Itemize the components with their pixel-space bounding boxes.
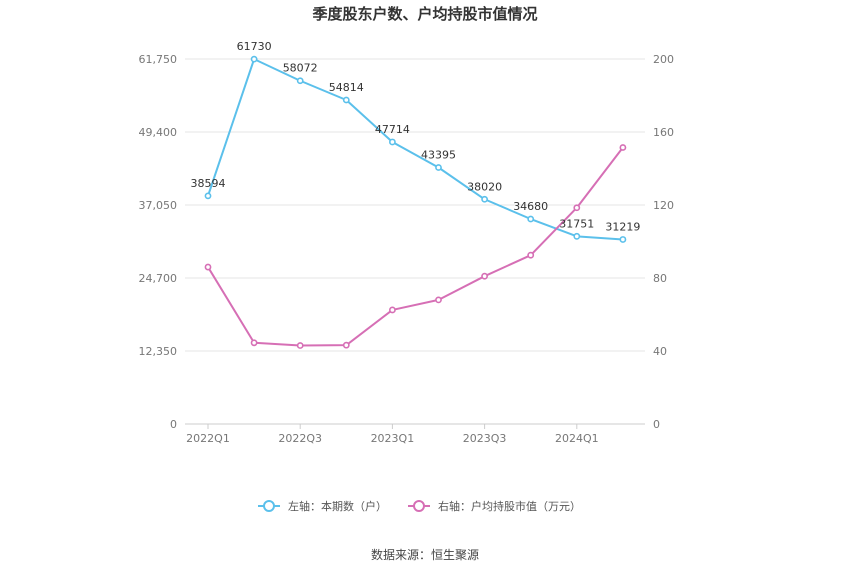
data-label: 54814: [329, 81, 364, 94]
right-tick-label: 80: [653, 272, 667, 285]
data-point[interactable]: [296, 77, 304, 85]
data-point[interactable]: [481, 195, 488, 203]
data-label: 31219: [605, 220, 640, 233]
left-tick-label: 24,700: [139, 272, 178, 285]
x-tick-label: 2022Q1: [186, 432, 230, 445]
right-tick-label: 200: [653, 53, 674, 66]
left-tick-label: 12,350: [139, 345, 178, 358]
data-label: 61730: [237, 40, 272, 53]
data-label: 58072: [283, 62, 318, 75]
data-labels: 38594 61730 58072 54814 47714 43395 38020 34680…: [191, 40, 641, 233]
data-point[interactable]: [619, 236, 627, 243]
legend-item-0[interactable]: 左轴：本期数（户）: [258, 499, 387, 513]
data-point[interactable]: [296, 342, 304, 349]
legend-label: 右轴：户均持股市值（万元）: [438, 499, 581, 513]
series-line-1: [207, 146, 624, 347]
data-point[interactable]: [250, 339, 258, 347]
data-point[interactable]: [388, 306, 396, 314]
data-point[interactable]: [527, 215, 535, 223]
data-point[interactable]: [204, 263, 212, 271]
data-label: 43395: [421, 148, 456, 161]
right-tick-label: 160: [653, 126, 674, 139]
x-tick-label: 2024Q1: [555, 432, 599, 445]
data-point[interactable]: [342, 341, 350, 349]
x-tick-label: 2022Q3: [278, 432, 322, 445]
data-point[interactable]: [342, 96, 350, 104]
legend-marker: [263, 500, 275, 512]
data-point[interactable]: [204, 192, 212, 200]
data-point[interactable]: [573, 232, 581, 240]
right-tick-label: 0: [653, 418, 660, 431]
left-tick-label: 37,050: [139, 199, 178, 212]
left-tick-label: 49,400: [139, 126, 178, 139]
axes: 0 12,350 24,700 37,050 49,400 61,750 0 40 80 120 1…: [139, 53, 675, 445]
x-tick-label: 2023Q3: [463, 432, 507, 445]
legend[interactable]: 左轴：本期数（户） 右轴：户均持股市值（万元）: [258, 499, 581, 513]
chart-title: 季度股东户数、户均持股市值情况: [312, 5, 537, 23]
data-point[interactable]: [481, 272, 488, 280]
data-label: 31751: [559, 217, 594, 230]
data-point[interactable]: [388, 138, 396, 146]
data-point[interactable]: [573, 204, 581, 212]
left-tick-label: 0: [170, 418, 177, 431]
legend-marker: [413, 500, 425, 512]
legend-label: 左轴：本期数（户）: [288, 499, 387, 513]
data-point[interactable]: [435, 164, 442, 171]
source-note: 数据来源：恒生聚源: [371, 547, 479, 562]
legend-item-1[interactable]: 右轴：户均持股市值（万元）: [408, 499, 581, 513]
data-point[interactable]: [619, 144, 627, 151]
right-tick-label: 40: [653, 345, 667, 358]
series-lines: [204, 55, 627, 349]
data-point[interactable]: [250, 55, 258, 63]
data-point[interactable]: [527, 251, 535, 259]
grid-lines: [185, 58, 645, 352]
data-label: 47714: [375, 123, 410, 136]
series-line-0: [207, 58, 623, 241]
data-label: 38594: [191, 177, 226, 190]
right-tick-label: 120: [653, 199, 674, 212]
data-label: 34680: [513, 200, 548, 213]
left-tick-label: 61,750: [139, 53, 178, 66]
x-tick-label: 2023Q1: [371, 432, 415, 445]
data-label: 38020: [467, 180, 502, 193]
data-point[interactable]: [435, 296, 442, 304]
